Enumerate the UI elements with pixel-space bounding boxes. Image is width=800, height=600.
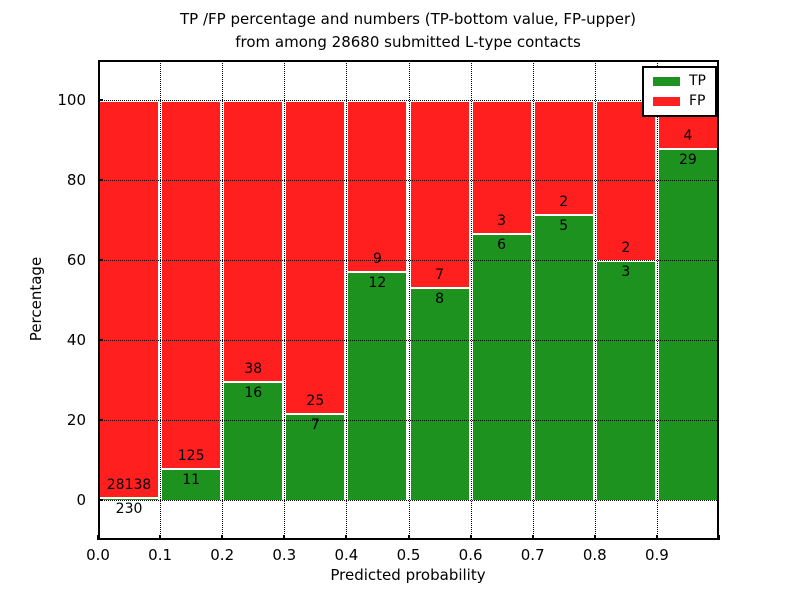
- y-tick-label: 20: [66, 411, 86, 429]
- legend-entry-fp: FP: [653, 94, 706, 109]
- bar-label-fp: 3: [497, 213, 507, 230]
- x-tickmark: [221, 535, 224, 540]
- gridline-v: [594, 60, 596, 540]
- y-tickmark: [98, 179, 103, 181]
- y-tickmark: [98, 99, 103, 101]
- bar-label-fp: 4: [683, 128, 693, 145]
- y-tickmark: [98, 259, 103, 261]
- x-tickmark: [469, 535, 472, 540]
- gridline-v: [656, 60, 658, 540]
- bar-label-fp: 7: [435, 266, 445, 283]
- x-tick-label: 0.2: [210, 546, 235, 564]
- gridline-v: [284, 60, 286, 540]
- x-tick-label: 0.3: [272, 546, 297, 564]
- bar-segment-tp: [284, 412, 347, 500]
- bar-segment-fp: [346, 100, 409, 272]
- bar-label-tp: 7: [310, 416, 320, 433]
- bar-label-tp: 6: [497, 237, 507, 254]
- legend-entry-tp: TP: [653, 74, 706, 89]
- bar-label-fp: 125: [177, 447, 205, 464]
- x-tick-label: 0.1: [148, 546, 173, 564]
- x-tick-label: 0.0: [86, 546, 110, 564]
- gridline-v: [408, 60, 410, 540]
- gridline-v: [160, 60, 162, 540]
- bar-segment-tp: [656, 148, 719, 500]
- bar-label-tp: 12: [368, 275, 387, 292]
- x-tickmark: [345, 535, 348, 540]
- bar-label-tp: 16: [244, 385, 263, 402]
- y-tick-label: 100: [57, 91, 86, 109]
- x-tickmark: [718, 535, 720, 540]
- bar-segment-fp: [408, 100, 471, 287]
- legend-label-fp: FP: [689, 93, 706, 109]
- x-tickmark: [283, 535, 286, 540]
- bar-label-fp: 38: [244, 361, 263, 378]
- y-tickmark: [98, 419, 103, 421]
- y-tick-label: 80: [66, 171, 86, 189]
- x-tick-label: 0.4: [334, 546, 359, 564]
- x-tickmark: [655, 535, 658, 540]
- chart-title-line1: TP /FP percentage and numbers (TP-bottom…: [180, 10, 636, 28]
- bar-label-tp: 29: [679, 152, 697, 169]
- y-tick-label: 60: [66, 251, 86, 269]
- tickmarks-layer: [97, 60, 720, 540]
- bar-segment-fp: [532, 100, 595, 215]
- bar-segment-tp: [408, 286, 471, 500]
- gridline-v: [532, 60, 534, 540]
- y-tick-label: 0: [76, 491, 86, 509]
- gridline-v: [470, 60, 472, 540]
- x-tick-label: 0.9: [644, 546, 669, 564]
- bar-label-tp: 230: [115, 500, 143, 517]
- bar-label-fp: 9: [372, 251, 382, 268]
- tp-color-swatch: [653, 77, 680, 86]
- x-tickmark: [593, 535, 596, 540]
- bar-label-tp: 11: [182, 471, 201, 488]
- chart-title: TP /FP percentage and numbers (TP-bottom…: [180, 8, 636, 54]
- gridline-v: [346, 60, 348, 540]
- x-tickmark: [531, 535, 534, 540]
- bar-segment-tp: [594, 260, 657, 500]
- bar-labels-layer: 28138 230 125 11 38 16 25 7 9 12 7 8 3 6 2 5 2 3 4 29: [98, 60, 719, 540]
- bar-label-fp: 25: [306, 392, 325, 409]
- y-tick-label: 40: [66, 331, 86, 349]
- y-tickmark: [98, 499, 103, 501]
- y-axis-label: Percentage: [27, 256, 45, 342]
- bar-segment-tp: [532, 214, 595, 500]
- x-tick-label: 0.6: [458, 546, 483, 564]
- bar-label-tp: 3: [621, 264, 631, 280]
- gridlines-layer: [98, 60, 719, 540]
- legend-label-tp: TP: [689, 73, 706, 89]
- bar-segment-tp: [346, 271, 409, 500]
- bar-label-fp: 28138: [106, 476, 152, 493]
- bar-label-tp: 8: [435, 290, 445, 307]
- bar-segment-tp: [222, 381, 285, 500]
- bar-label-fp: 2: [559, 194, 569, 211]
- bar-label-fp: 2: [621, 240, 631, 256]
- bar-segment-fp: [284, 100, 347, 413]
- bar-segment-tp: [470, 233, 533, 500]
- plot-area: 28138 230 125 11 38 16 25 7 9 12 7 8 3 6 2 5 2 3 4 29 TP FP: [97, 60, 720, 540]
- x-tick-label: 0.5: [396, 546, 421, 564]
- fp-color-swatch: [653, 97, 680, 106]
- x-tick-label: 0.7: [520, 546, 545, 564]
- y-tickmark: [98, 339, 103, 341]
- bar-label-tp: 5: [559, 218, 569, 235]
- x-tickmark: [407, 535, 410, 540]
- x-tickmark: [97, 535, 99, 540]
- x-tick-label: 0.8: [582, 546, 607, 564]
- chart-title-line2: from among 28680 submitted L-type contac…: [235, 33, 581, 51]
- gridline-v: [222, 60, 224, 540]
- x-tickmark: [159, 535, 162, 540]
- bar-segment-fp: [470, 100, 533, 234]
- x-axis-label: Predicted probability: [330, 566, 486, 584]
- bar-segment-tp: [160, 467, 223, 500]
- bar-segment-fp: [222, 100, 285, 382]
- legend: TP FP: [642, 66, 717, 117]
